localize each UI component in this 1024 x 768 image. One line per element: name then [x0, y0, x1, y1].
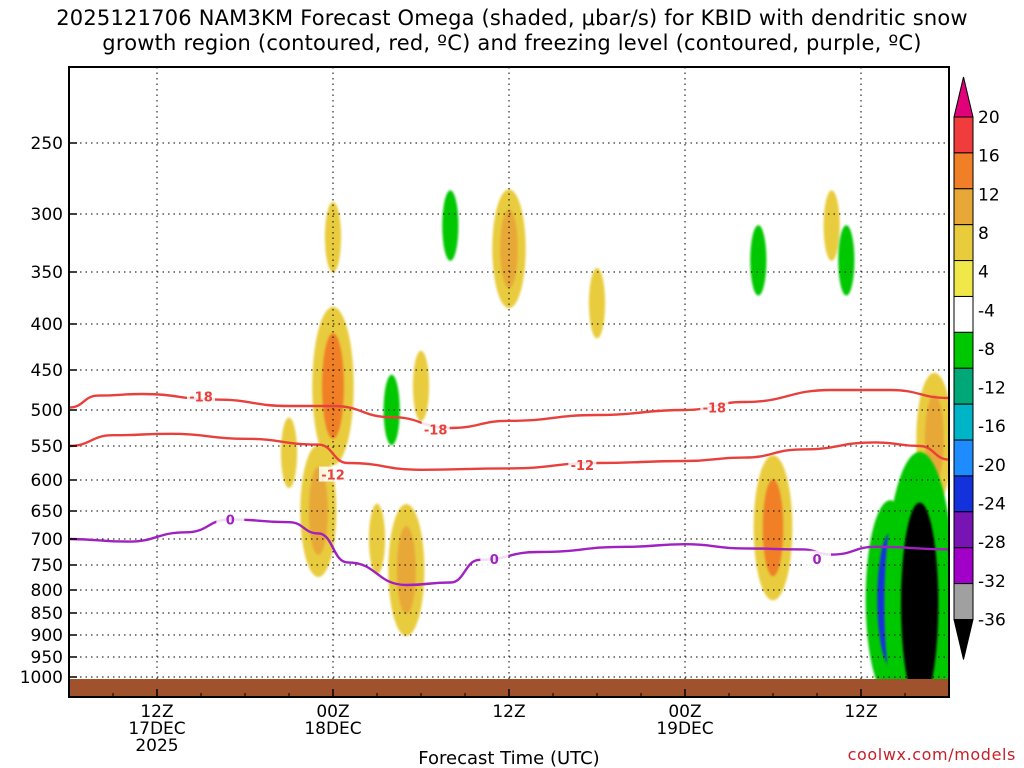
- omega-cell: [750, 225, 767, 296]
- colorbar-segment: [953, 547, 974, 585]
- contour-label-bg: [700, 399, 729, 415]
- x-tick-label: 00Z: [668, 702, 701, 722]
- y-tick-label: 300: [31, 205, 63, 225]
- omega-cell: [324, 202, 342, 273]
- x-tick-label: 00Z: [316, 702, 349, 722]
- colorbar-bottom-arrow: [953, 619, 974, 660]
- y-tick-label: 950: [31, 648, 63, 668]
- y-tick-label: 600: [31, 471, 63, 491]
- colorbar-segment: [953, 116, 974, 154]
- contour-label-bg: [187, 388, 215, 404]
- contour-label-bg: [421, 421, 450, 437]
- colorbar-label: -36: [978, 611, 1006, 631]
- y-tick-label: 750: [31, 556, 63, 576]
- contour-label: -18: [424, 423, 448, 438]
- x-tick-label: 12Z: [844, 702, 877, 722]
- contour-label: 0: [812, 553, 821, 568]
- contour-label-bg: [568, 457, 597, 473]
- y-tick-label: 700: [31, 530, 63, 550]
- colorbar-label: 12: [978, 185, 1000, 205]
- contour-label-bg: [319, 466, 347, 482]
- y-tick-label: 800: [31, 581, 63, 601]
- colorbar-segment: [953, 188, 974, 226]
- contour-label-bg: [803, 550, 831, 566]
- colorbar-segment: [953, 511, 974, 549]
- y-axis: 2503003504004505005506006507007508008509…: [20, 134, 77, 688]
- omega-cell: [396, 526, 416, 614]
- colorbar-segment: [953, 367, 974, 405]
- y-tick-label: 850: [31, 604, 63, 624]
- y-tick-label: 450: [31, 361, 63, 381]
- colorbar-label: -4: [978, 301, 995, 321]
- colorbar-segment: [953, 295, 974, 333]
- omega-cell: [823, 190, 840, 261]
- colorbar-segment: [953, 475, 974, 513]
- colorbar-segment: [953, 331, 974, 369]
- colorbar-segment: [953, 583, 974, 620]
- colorbar: 20 16 12 8 4 -4 -8 -12 -16 -20 -24 -28 -32 -36: [953, 76, 1006, 660]
- contour-label: 0: [490, 553, 499, 568]
- contour-label: -18: [189, 390, 213, 405]
- colorbar-label: 4: [978, 263, 989, 283]
- omega-cell: [901, 502, 939, 697]
- y-tick-label: 400: [31, 315, 63, 335]
- y-tick-label: 550: [31, 437, 63, 457]
- contour-label: -12: [571, 459, 595, 474]
- colorbar-label: 20: [978, 108, 1000, 128]
- omega-cell: [588, 268, 606, 339]
- colorbar-segment: [953, 260, 974, 297]
- colorbar-label: -12: [978, 379, 1006, 399]
- x-tick-label: 2025: [135, 736, 178, 756]
- x-tick-label: 19DEC: [656, 719, 713, 739]
- colorbar-label: -8: [978, 340, 995, 360]
- omega-cell: [838, 225, 855, 296]
- contour-label: 0: [226, 513, 235, 528]
- y-tick-label: 1000: [20, 668, 63, 688]
- chart-title: 2025121706 NAM3KM Forecast Omega (shaded…: [0, 6, 1024, 56]
- x-tick-label: 12Z: [492, 702, 525, 722]
- contour-label-bg: [216, 511, 245, 527]
- y-tick-label: 250: [31, 134, 63, 154]
- colorbar-segment: [953, 224, 974, 262]
- contour-lines: -18 -18 -18 -12 -12 0 0 0: [68, 388, 950, 587]
- colorbar-label: 16: [978, 147, 1000, 167]
- omega-cell: [383, 374, 400, 446]
- x-tick-label: 17DEC: [128, 719, 185, 739]
- y-tick-label: 650: [31, 502, 63, 522]
- omega-cell: [442, 190, 459, 261]
- ground-layer: [69, 679, 949, 697]
- colorbar-segment: [953, 439, 974, 477]
- grid-lines: [69, 67, 949, 697]
- contour-dgz_minus12: [68, 432, 950, 472]
- colorbar-segment: [953, 403, 974, 441]
- chart-title-line2: growth region (contoured, red, ºC) and f…: [102, 31, 922, 55]
- contour-label: -18: [703, 402, 727, 417]
- colorbar-label: -16: [978, 417, 1006, 437]
- y-tick-label: 500: [31, 401, 63, 421]
- contour-dgz_minus18: [68, 388, 950, 430]
- colorbar-label: -32: [978, 572, 1006, 592]
- colorbar-top-arrow: [953, 76, 974, 118]
- y-tick-label: 900: [31, 626, 63, 646]
- chart-title-line1: 2025121706 NAM3KM Forecast Omega (shaded…: [56, 6, 968, 30]
- colorbar-segment: [953, 152, 974, 190]
- y-tick-label: 350: [31, 263, 63, 283]
- x-axis-label: Forecast Time (UTC): [418, 748, 599, 768]
- contour-label-bg: [480, 550, 509, 566]
- x-tick-label: 18DEC: [304, 719, 361, 739]
- colorbar-label: -20: [978, 456, 1006, 476]
- contour-label: -12: [321, 469, 345, 484]
- omega-cell: [762, 479, 784, 577]
- omega-cell: [280, 417, 298, 488]
- omega-shading: [280, 189, 949, 697]
- colorbar-label: -24: [978, 495, 1006, 515]
- x-tick-label: 12Z: [140, 702, 173, 722]
- credit-text: coolwx.com/models: [847, 745, 1016, 764]
- colorbar-label: 8: [978, 224, 989, 244]
- colorbar-label: -28: [978, 533, 1006, 553]
- omega-cell: [412, 350, 430, 422]
